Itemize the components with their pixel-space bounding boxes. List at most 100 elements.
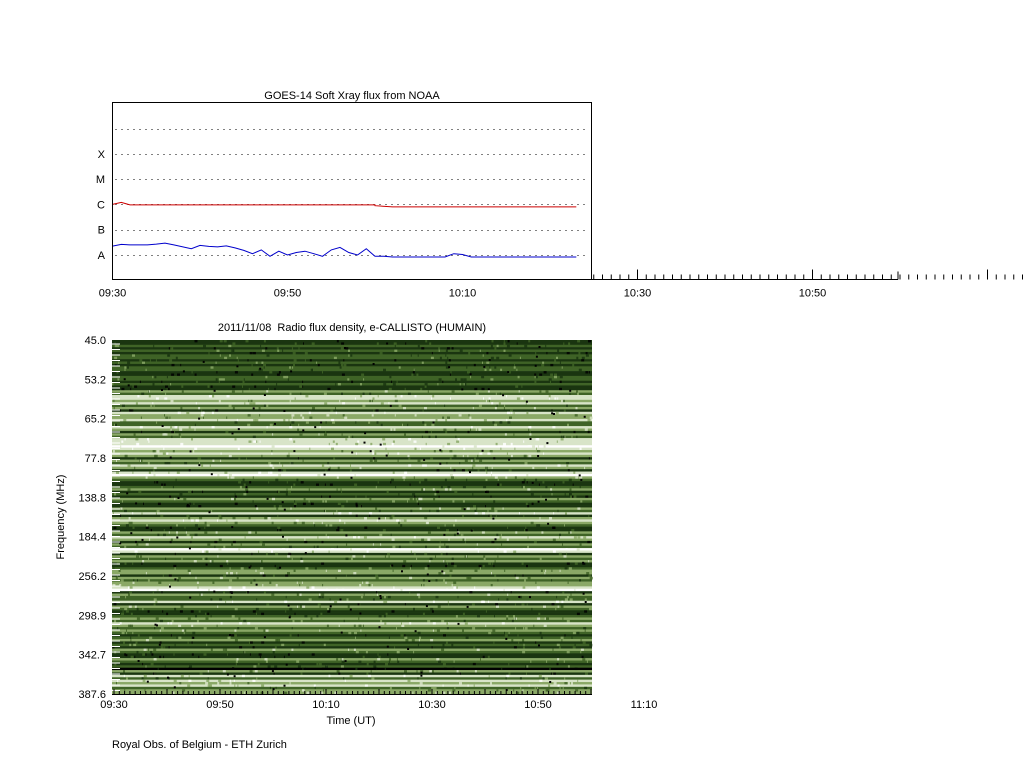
spectrogram-band — [112, 581, 592, 585]
spectrogram-band — [112, 397, 592, 401]
spectrogram-band — [112, 466, 592, 470]
spectrogram-band — [112, 677, 592, 680]
spectrogram-band — [112, 679, 592, 683]
spectrogram-band — [112, 588, 592, 592]
spectrogram-band — [112, 356, 592, 360]
spectrogram-band — [112, 363, 592, 367]
spectrogram-band — [112, 600, 592, 604]
spectrogram-band — [112, 598, 592, 602]
spectrogram-band — [112, 564, 592, 568]
spectrogram-band — [112, 560, 592, 563]
spectrogram-band — [112, 490, 592, 494]
spectrogram-band — [112, 378, 592, 381]
radio-x-tick-label: 10:10 — [312, 699, 340, 711]
spectrogram-band — [112, 406, 592, 410]
spectrogram-band — [112, 404, 592, 408]
spectrogram-band — [112, 638, 592, 642]
spectrogram-band — [112, 445, 592, 448]
spectrogram-band — [112, 351, 592, 355]
spectrogram-band — [112, 368, 592, 372]
spectrogram-band — [112, 531, 592, 535]
spectrogram-band — [112, 519, 592, 523]
spectrogram-band — [112, 591, 592, 594]
radio-panel: 2011/11/08 Radio flux density, e-CALLIST… — [55, 322, 657, 727]
spectrogram-band — [112, 433, 592, 436]
spectrogram-band — [112, 682, 592, 685]
spectrogram-band — [112, 426, 592, 429]
spectrogram-band — [112, 483, 592, 487]
spectrogram-band — [112, 507, 592, 511]
spectrogram-band — [112, 359, 592, 362]
radio-y-tick-label: 45.0 — [85, 335, 106, 347]
spectrogram-band — [112, 653, 592, 657]
spectrogram-band — [112, 617, 592, 621]
spectrogram-band — [112, 392, 592, 396]
spectrogram-band — [112, 665, 592, 668]
spectrogram-band — [112, 536, 592, 539]
radio-y-tick-label: 53.2 — [85, 374, 106, 386]
radio-y-tick-label: 298.9 — [78, 610, 106, 622]
spectrogram-band — [112, 409, 592, 413]
spectrogram-band — [112, 387, 592, 391]
spectrogram-band — [112, 526, 592, 530]
xray-x-tick-label: 10:50 — [799, 288, 827, 300]
spectrogram-band — [112, 648, 592, 652]
spectrogram-band — [112, 371, 592, 374]
radio-y-tick-label: 342.7 — [78, 650, 106, 662]
xray-long-channel-line — [112, 201, 577, 208]
xray-series — [112, 201, 577, 258]
spectrogram-band — [112, 555, 592, 558]
spectrogram-band — [112, 593, 592, 597]
radio-x-tick-label: 09:50 — [206, 699, 234, 711]
spectrogram-band — [112, 344, 592, 348]
radio-y-tick-label: 256.2 — [78, 571, 106, 583]
spectrogram-band — [112, 686, 592, 690]
spectrogram-band — [112, 505, 592, 508]
spectrogram-band — [112, 615, 592, 618]
spectrogram-band — [112, 543, 592, 546]
spectrogram-band — [112, 650, 592, 654]
spectrogram-band — [112, 514, 592, 518]
xray-plot-frame — [112, 102, 592, 280]
spectrogram-band — [112, 612, 592, 616]
spectrogram-band — [112, 576, 592, 580]
spectrogram-band — [112, 627, 592, 630]
spectrogram-band — [112, 610, 592, 613]
spectrogram-band — [112, 478, 592, 482]
spectrogram-band — [112, 660, 592, 664]
spectrogram-band — [112, 655, 592, 659]
spectrogram-band — [112, 572, 592, 575]
spectrogram-band — [112, 634, 592, 637]
spectrogram-heatmap — [112, 340, 593, 695]
spectrogram-band — [112, 540, 592, 544]
radio-y-tick-label: 65.2 — [85, 414, 106, 426]
spectrogram-band — [112, 349, 592, 353]
radio-y-axis-label: Frequency (MHz) — [55, 475, 67, 560]
xray-title: GOES-14 Soft Xray flux from NOAA — [264, 90, 440, 102]
spectrogram-band — [112, 670, 592, 673]
spectrogram-band — [112, 442, 592, 446]
spectrogram-band — [112, 641, 592, 645]
spectrogram-band — [112, 538, 592, 542]
spectrogram-band — [112, 684, 592, 688]
spectrogram-band — [112, 464, 592, 468]
radio-title: 2011/11/08 Radio flux density, e-CALLIST… — [218, 322, 486, 334]
spectrogram-band — [112, 340, 592, 343]
spectrogram-band — [112, 646, 592, 649]
spectrogram-band — [112, 493, 592, 496]
spectrogram-band — [112, 390, 592, 393]
xray-y-tick-label: C — [97, 199, 105, 211]
spectrogram-band — [112, 502, 592, 506]
radio-y-tick-label: 77.8 — [85, 453, 106, 465]
spectrogram-band — [112, 524, 592, 527]
spectrogram-band — [112, 662, 592, 666]
xray-x-tick-label: 09:30 — [99, 288, 127, 300]
radio-x-tick-label: 10:50 — [524, 699, 552, 711]
radio-x-tick-label: 11:10 — [631, 699, 658, 711]
spectrogram-band — [112, 509, 592, 513]
spectrogram-band — [112, 517, 592, 520]
radio-x-axis-label: Time (UT) — [326, 715, 375, 727]
spectrogram-band — [112, 586, 592, 590]
spectrogram-band — [112, 631, 592, 635]
